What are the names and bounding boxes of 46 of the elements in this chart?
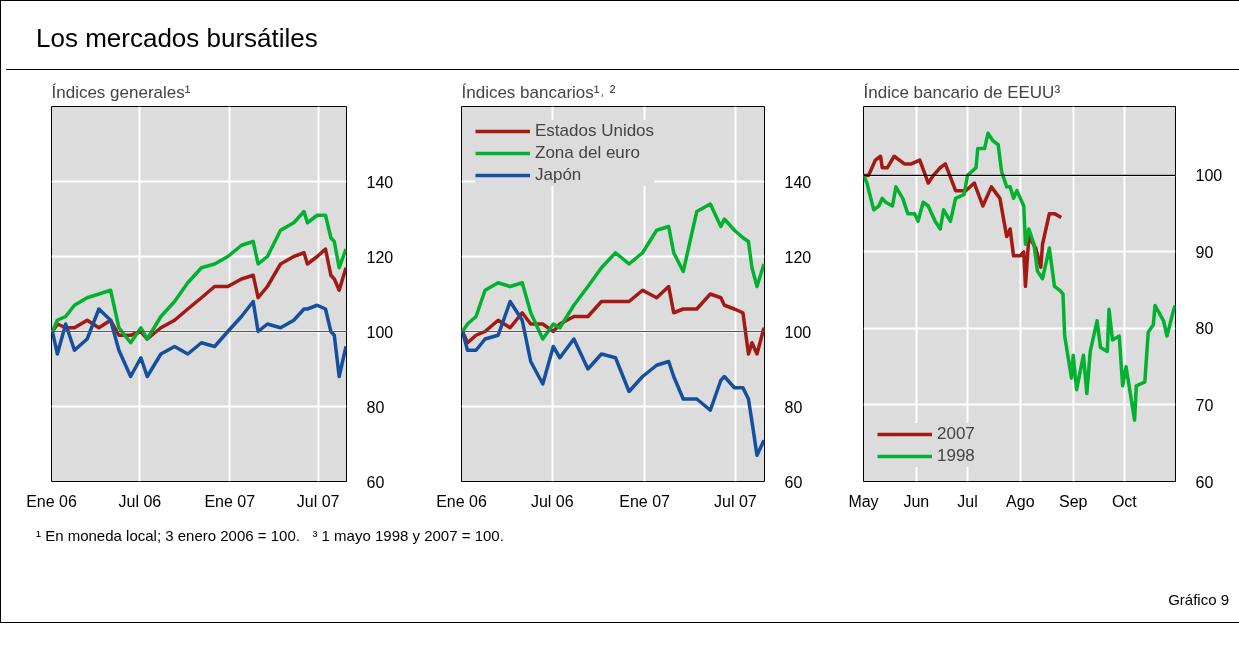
legend-label: 2007 — [937, 423, 975, 445]
x-tick-label: Jun — [903, 492, 930, 510]
y-tick-label: 140 — [784, 173, 812, 191]
y-tick-label: 120 — [784, 248, 812, 266]
y-tick-label: 140 — [366, 173, 394, 191]
y-tick-label: 100 — [366, 323, 394, 341]
chart-subtitle: Índice bancario de EEUU³ — [863, 82, 1061, 102]
y-tick-label: 70 — [1195, 396, 1214, 414]
y-tick-label: 80 — [366, 398, 385, 416]
x-tick-label: Ene 06 — [26, 492, 77, 510]
line-series — [863, 131, 1176, 423]
y-tick-label: 90 — [1195, 243, 1214, 261]
x-tick-label: Jul 06 — [530, 492, 574, 510]
x-tick-label: Jul 06 — [118, 492, 162, 510]
y-tick-label: 80 — [784, 398, 803, 416]
line-series — [51, 299, 347, 379]
line-series — [51, 209, 347, 345]
line-series — [461, 299, 765, 457]
line-series — [863, 154, 1064, 289]
x-tick-label: Ago — [1006, 492, 1035, 510]
chart-subtitle: Índices bancarios¹˒ ² — [461, 82, 616, 102]
y-tick-label: 60 — [1195, 473, 1214, 491]
x-tick-label: Ene 06 — [436, 492, 487, 510]
legend-label: 1998 — [937, 445, 975, 467]
legend-label: Japón — [535, 164, 582, 186]
y-tick-label: 60 — [366, 473, 385, 491]
x-tick-label: Ene 07 — [204, 492, 256, 510]
x-tick-label: Ene 07 — [619, 492, 671, 510]
line-series — [461, 202, 765, 341]
x-tick-label: Jul — [957, 492, 978, 510]
text: ¹ En moneda local; 3 enero 2006 = 100. ³ 1 mayo 1998 y 2007 = 100. — [36, 527, 504, 544]
legend-label: Estados Unidos — [535, 120, 655, 142]
text: Gráfico 9 — [1168, 590, 1229, 610]
y-tick-label: 120 — [366, 248, 394, 266]
legend-label: Zona del euro — [535, 142, 640, 164]
x-tick-label: Jul 07 — [296, 492, 340, 510]
x-tick-label: Sep — [1058, 492, 1088, 510]
y-tick-label: 100 — [784, 323, 812, 341]
x-tick-label: May — [848, 492, 879, 510]
y-tick-label: 100 — [1195, 167, 1223, 185]
y-tick-label: 80 — [1195, 320, 1214, 338]
chart-subtitle: Índices generales¹ — [51, 82, 191, 102]
chart-title: Los mercados bursátiles — [36, 22, 318, 55]
y-tick-label: 60 — [784, 473, 803, 491]
x-tick-label: Jul 07 — [714, 492, 757, 510]
x-tick-label: Oct — [1111, 492, 1138, 510]
